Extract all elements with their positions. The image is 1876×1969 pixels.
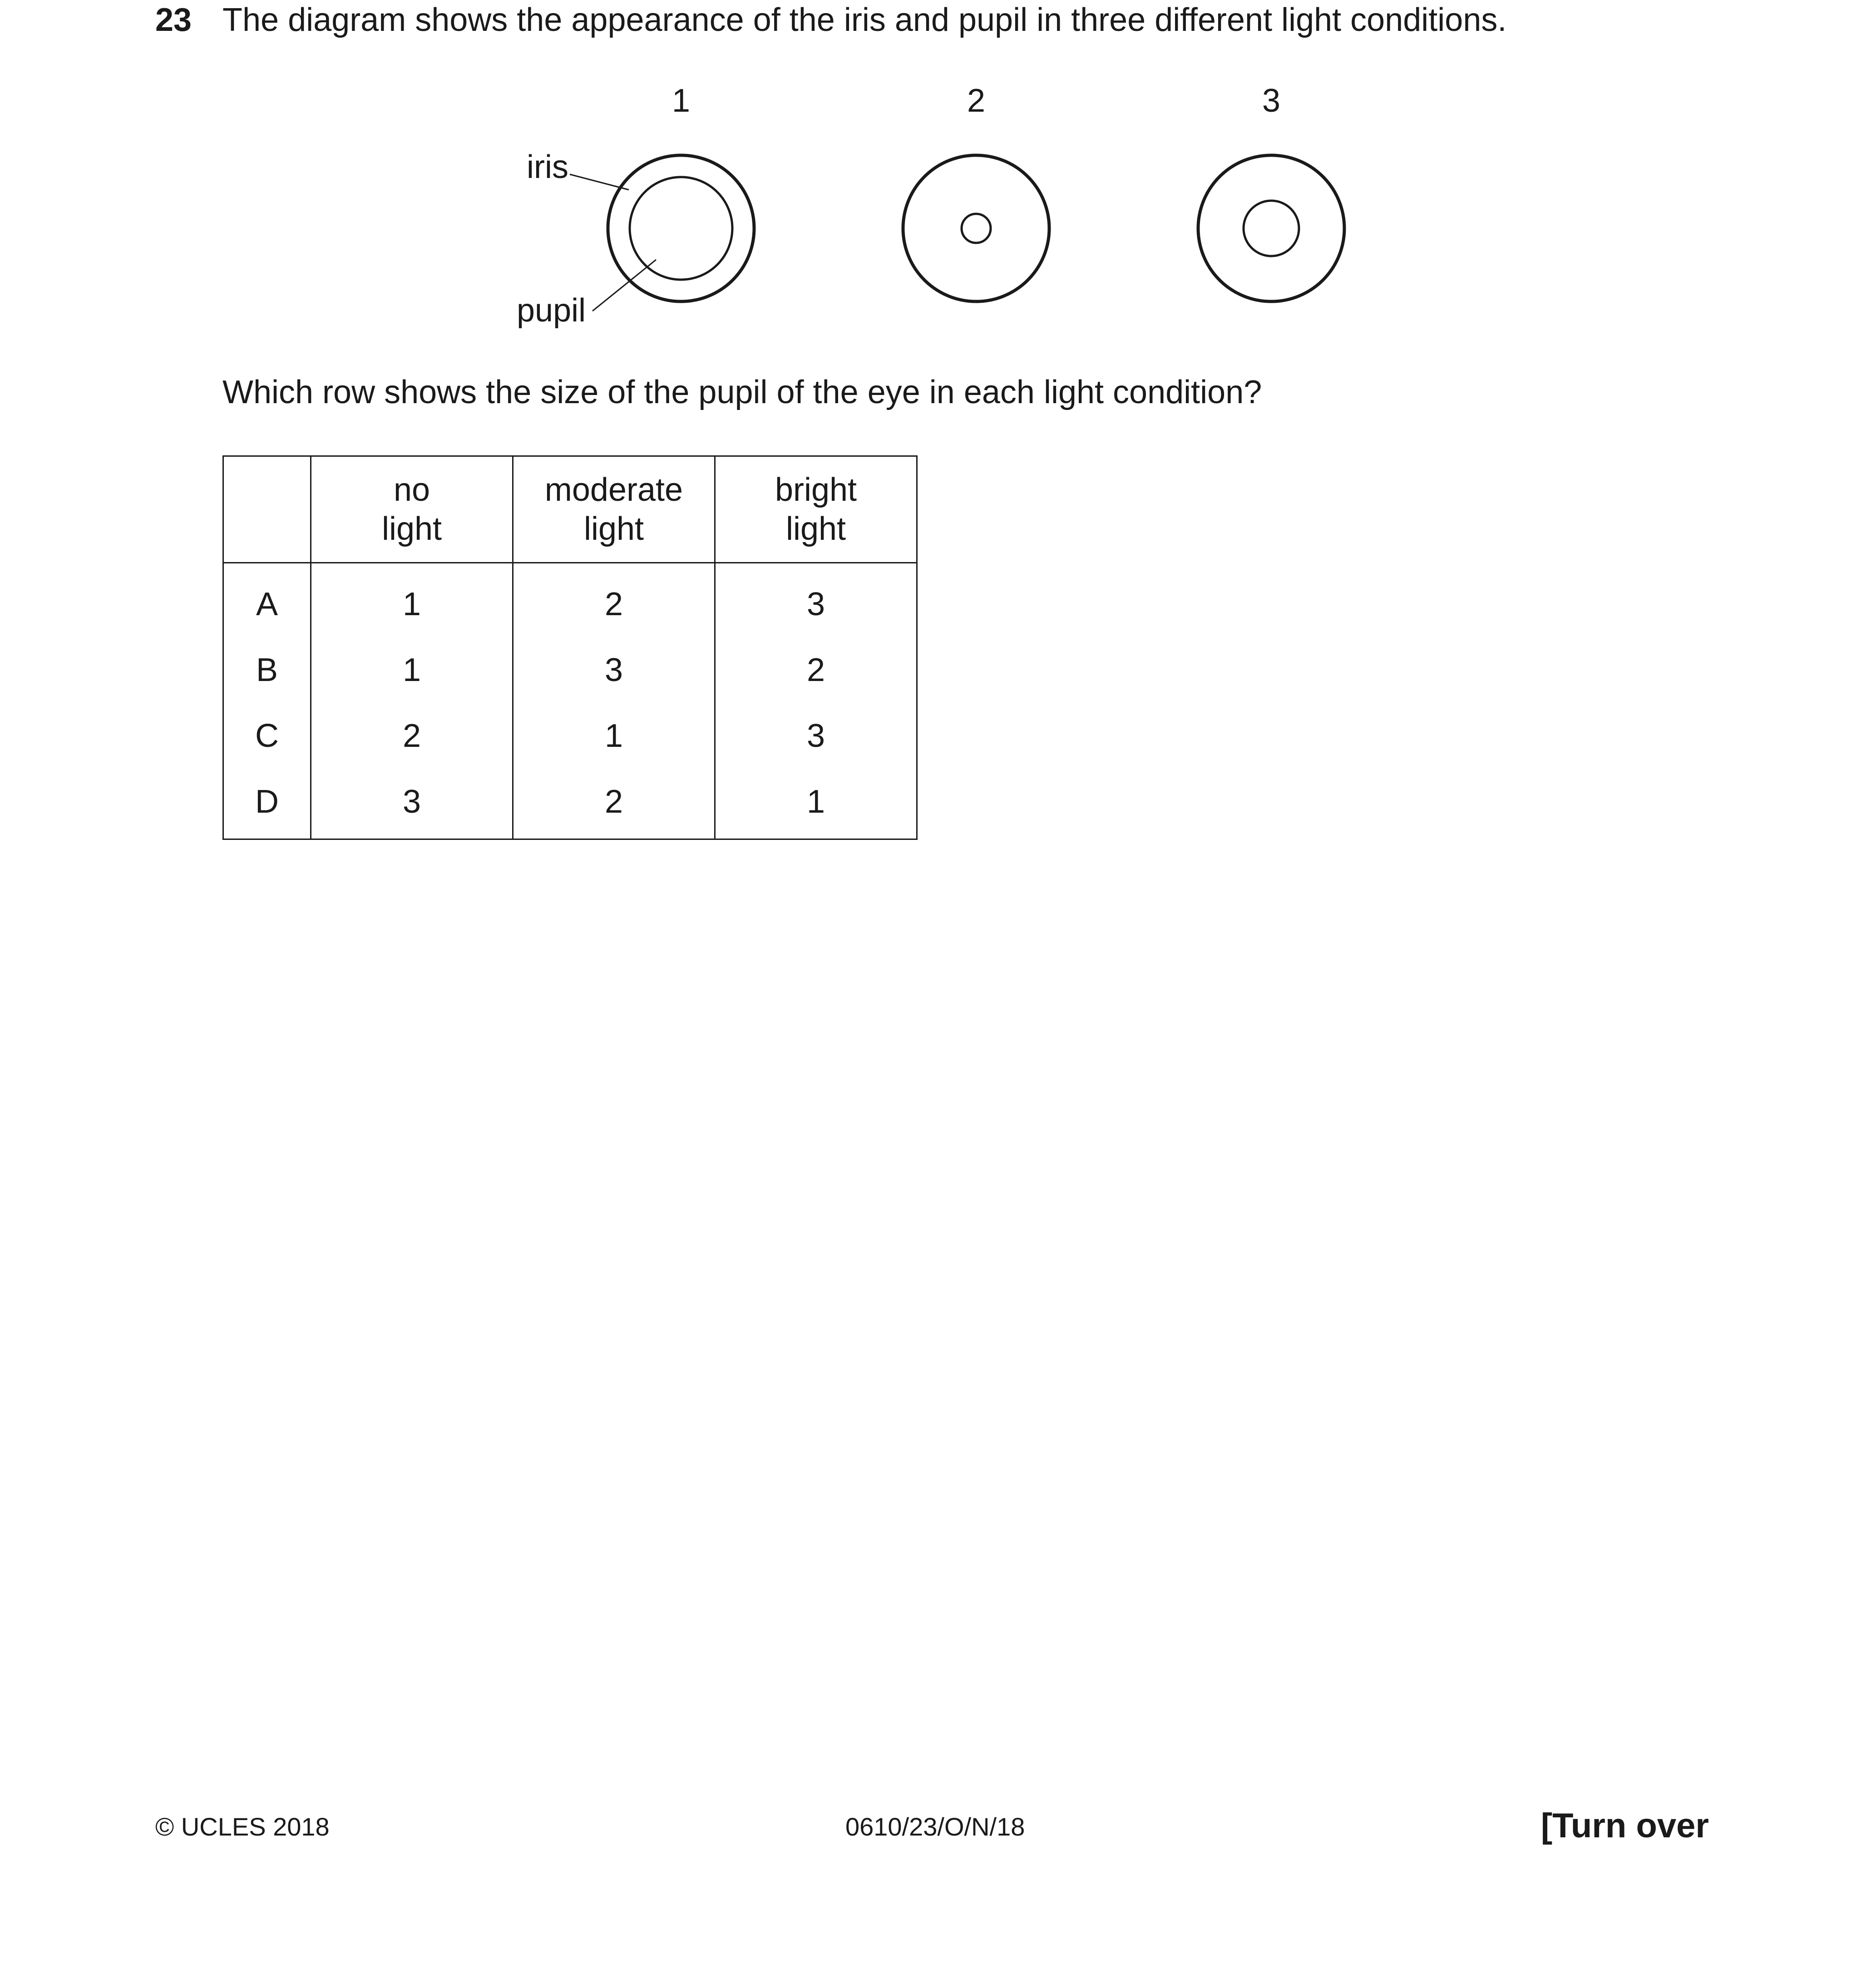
table-cell: 3 <box>512 637 716 703</box>
table-row: B 1 3 2 <box>222 637 918 703</box>
footer-copyright: © UCLES 2018 <box>155 1812 330 1841</box>
question-number: 23 <box>155 2 192 38</box>
table-cell: 2 <box>714 637 918 703</box>
header-empty-cell <box>222 455 311 563</box>
table-cell: 1 <box>310 563 513 637</box>
table-cell: 1 <box>714 769 918 840</box>
eye-label-1: 1 <box>672 83 690 119</box>
table-cell: 1 <box>310 637 513 703</box>
question-prompt: Which row shows the size of the pupil of… <box>222 374 1262 410</box>
table-cell: 2 <box>512 563 716 637</box>
table-cell: 2 <box>310 703 513 769</box>
iris-label: iris <box>527 149 568 185</box>
question-stem: The diagram shows the appearance of the … <box>222 2 1507 38</box>
option-key-b: B <box>222 637 311 703</box>
table-cell: 1 <box>512 703 716 769</box>
table-cell: 2 <box>512 769 716 840</box>
footer-paper-code: 0610/23/O/N/18 <box>845 1812 1025 1841</box>
table-row: A 1 2 3 <box>222 563 918 637</box>
option-key-c: C <box>222 703 311 769</box>
eye-1-pupil <box>628 176 734 281</box>
option-key-a: A <box>222 563 311 637</box>
header-moderate-light: moderate light <box>512 455 716 563</box>
eye-2-iris-outline <box>901 153 1051 303</box>
iris-leader-line <box>569 173 629 191</box>
table-cell: 3 <box>714 703 918 769</box>
header-no-light: no light <box>310 455 513 563</box>
answer-options-table: no light moderate light bright light A 1… <box>222 455 918 840</box>
eye-diagram: 1 2 3 iris pupil <box>517 83 1346 329</box>
table-row: C 2 1 3 <box>222 703 918 769</box>
eye-2-pupil <box>960 212 992 244</box>
eye-3-iris-outline <box>1196 153 1346 303</box>
table-cell: 3 <box>714 563 918 637</box>
footer-turn-over: [Turn over <box>1540 1806 1709 1845</box>
table-row: D 3 2 1 <box>222 769 918 840</box>
table-header-row: no light moderate light bright light <box>222 455 918 563</box>
pupil-leader-line <box>592 259 657 312</box>
eye-1-iris-outline <box>606 153 756 303</box>
header-bright-light: bright light <box>714 455 918 563</box>
pupil-label: pupil <box>517 292 586 329</box>
eye-3-pupil <box>1242 199 1300 257</box>
table-cell: 3 <box>310 769 513 840</box>
option-key-d: D <box>222 769 311 840</box>
eye-label-3: 3 <box>1262 83 1280 119</box>
eye-label-2: 2 <box>967 83 985 119</box>
